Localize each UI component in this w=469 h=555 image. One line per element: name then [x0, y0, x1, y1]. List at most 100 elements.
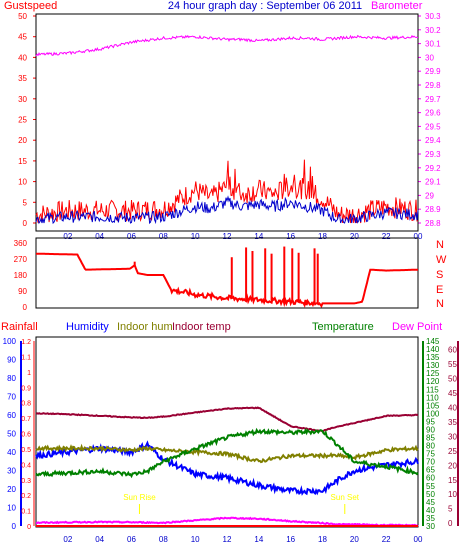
time-tick-label: 04 — [95, 535, 104, 544]
gustspeed-line — [35, 159, 419, 224]
temp-c-tick-label: 40 — [448, 403, 457, 412]
humidity-tick-label: 90 — [7, 356, 16, 365]
indoor-temp-line — [35, 406, 419, 433]
baro-tick-label: 28.8 — [425, 219, 441, 228]
time-tick-label: 10 — [191, 535, 200, 544]
compass-s-label: S — [436, 269, 443, 281]
graph-title: 24 hour graph day : September 06 2011 — [168, 0, 362, 12]
indoor-hum-line — [35, 443, 419, 464]
humidity-tick-label: 70 — [7, 393, 16, 402]
temp-c-tick-label: 0 — [448, 519, 453, 528]
temp-c-tick-label: 50 — [448, 375, 457, 384]
temp-f-tick-label: 60 — [426, 474, 435, 483]
gust-y-axis: 0 5 10 15 20 25 30 35 40 45 50 — [18, 12, 36, 228]
temperature-label: Temperature — [312, 321, 374, 333]
barometer-axis-label: Barometer — [371, 0, 423, 12]
gust-tick-label: 25 — [18, 116, 27, 125]
gust-tick-label: 0 — [23, 219, 28, 228]
gust-tick-label: 5 — [23, 198, 28, 207]
rain-tick-label: 0.4 — [21, 462, 31, 469]
gust-tick-label: 10 — [18, 178, 27, 187]
time-tick-label: 06 — [127, 535, 136, 544]
baro-y-axis: 28.8 28.9 29 29.1 29.2 29.3 29.4 29.5 29.6 29.7 29… — [418, 12, 441, 228]
temp-c-tick-label: 15 — [448, 476, 457, 485]
time-tick-label: 18 — [318, 232, 327, 241]
gustspeed-axis-label: Gustspeed — [4, 0, 57, 12]
time-tick-label: 00 — [414, 232, 423, 241]
humidity-tick-label: 50 — [7, 430, 16, 439]
time-tick-label: 14 — [254, 232, 263, 241]
baro-tick-label: 30.1 — [425, 40, 441, 49]
direction-panel-frame — [35, 237, 419, 309]
humidity-tick-label: 80 — [7, 374, 16, 383]
compass-n-label: N — [436, 239, 444, 251]
direction-tick-label: 360 — [14, 239, 28, 248]
temp-f-tick-label: 75 — [426, 450, 435, 459]
time-tick-label: 18 — [318, 535, 327, 544]
humidity-tick-label: 20 — [7, 485, 16, 494]
baro-tick-label: 29.5 — [425, 122, 441, 131]
time-tick-label: 22 — [382, 232, 391, 241]
baro-tick-label: 28.9 — [425, 205, 441, 214]
humidity-tick-label: 30 — [7, 467, 16, 476]
temp-f-tick-label: 85 — [426, 434, 435, 443]
direction-y-axis: 0 90 180 270 360 — [14, 239, 28, 312]
rain-tick-label: 0.6 — [21, 432, 31, 439]
temp-f-tick-label: 135 — [426, 353, 440, 362]
gust-tick-label: 30 — [18, 95, 27, 104]
baro-tick-label: 29 — [425, 191, 434, 200]
temps-panel: 010203040506070809010000.10.20.30.40.50.… — [3, 336, 459, 544]
temp-c-tick-label: 60 — [448, 346, 457, 355]
temp-f-tick-label: 80 — [426, 442, 435, 451]
temp-f-tick-label: 130 — [426, 361, 440, 370]
humidity-line — [35, 440, 419, 496]
temp-c-tick-label: 20 — [448, 461, 457, 470]
rain-tick-label: 0.3 — [21, 478, 31, 485]
temp-f-tick-label: 70 — [426, 458, 435, 467]
temp-f-tick-label: 110 — [426, 393, 439, 402]
compass-w-label: W — [436, 254, 447, 266]
rain-tick-label: 0.7 — [21, 416, 31, 423]
humidity-tick-label: 10 — [7, 504, 16, 513]
sun-rise-label: Sun Rise — [123, 493, 156, 502]
time-tick-label: 04 — [95, 232, 104, 241]
temp-f-tick-label: 140 — [426, 345, 440, 354]
temps-panel-frame — [35, 336, 419, 528]
gust-tick-label: 35 — [18, 74, 27, 83]
baro-tick-label: 29.1 — [425, 178, 441, 187]
temperature-line — [35, 427, 419, 479]
sun-set-label: Sun Set — [331, 493, 360, 502]
time-tick-label: 00 — [414, 535, 423, 544]
baro-tick-label: 29.3 — [425, 150, 441, 159]
temp-f-tick-label: 105 — [426, 401, 440, 410]
wind-direction-line — [36, 252, 418, 308]
time-tick-label: 16 — [286, 232, 295, 241]
rain-tick-label: 1.2 — [21, 339, 31, 346]
compass-e-label: E — [436, 284, 443, 296]
baro-tick-label: 30.2 — [425, 26, 441, 35]
humidity-tick-label: 0 — [12, 522, 17, 531]
temp-f-tick-label: 120 — [426, 377, 440, 386]
time-tick-label: 06 — [127, 232, 136, 241]
rain-tick-label: 1.1 — [21, 354, 31, 361]
direction-tick-label: 90 — [18, 287, 27, 296]
gust-tick-label: 40 — [18, 53, 27, 62]
humidity-label: Humidity — [66, 321, 109, 333]
baro-tick-label: 30 — [425, 53, 434, 62]
time-tick-label: 02 — [63, 232, 72, 241]
baro-tick-label: 29.8 — [425, 81, 441, 90]
baro-tick-label: 29.9 — [425, 67, 441, 76]
dew-point-line — [35, 516, 419, 527]
direction-tick-label: 0 — [23, 303, 28, 312]
temp-f-tick-label: 125 — [426, 369, 440, 378]
temp-f-tick-label: 35 — [426, 514, 435, 523]
temp-c-tick-label: 5 — [448, 505, 453, 514]
rain-tick-label: 0.9 — [21, 385, 31, 392]
temp-c-tick-label: 55 — [448, 360, 457, 369]
time-tick-label: 10 — [191, 232, 200, 241]
temp-f-tick-label: 90 — [426, 425, 435, 434]
time-tick-label: 08 — [159, 535, 168, 544]
dew-point-label: Dew Point — [392, 321, 442, 333]
